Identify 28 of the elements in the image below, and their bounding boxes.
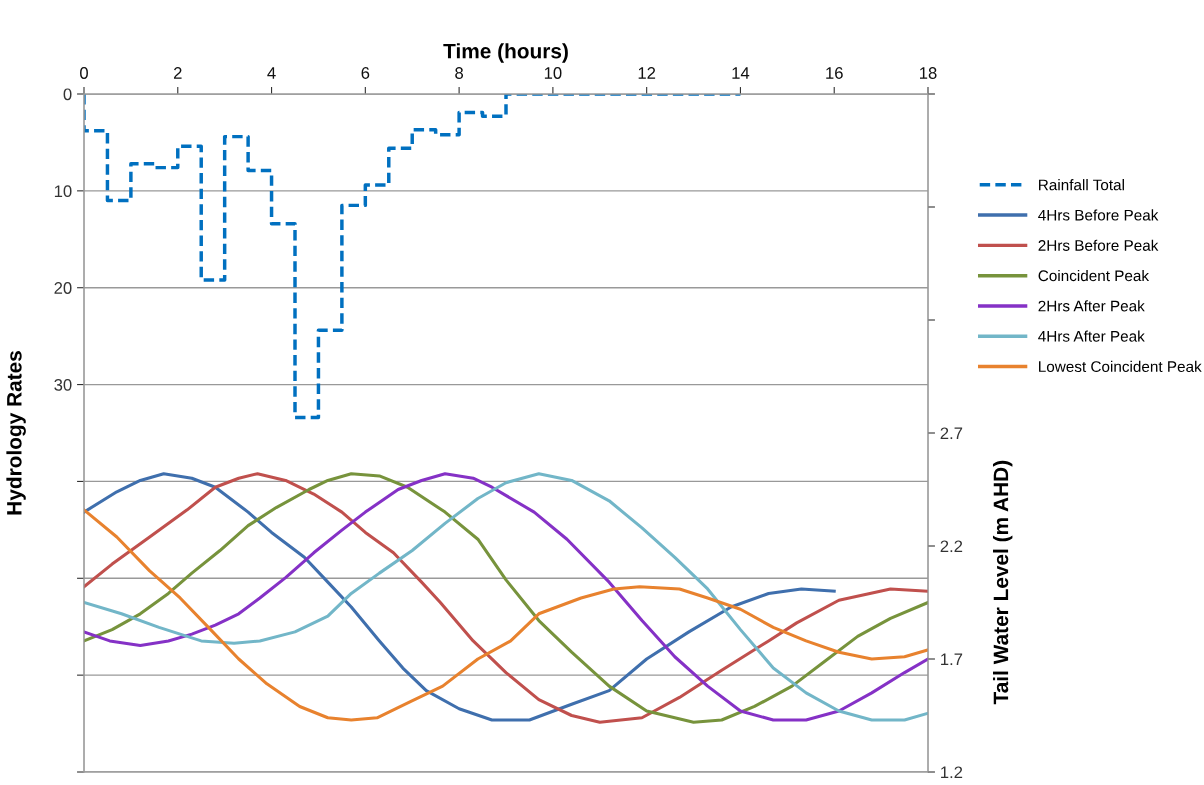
y-tick-label: 0 xyxy=(63,88,72,101)
legend-label: 2Hrs After Peak xyxy=(1038,300,1145,312)
y-tick-label: 30 xyxy=(54,378,72,391)
x-tick-label: 10 xyxy=(544,67,562,79)
y-tick-label: 20 xyxy=(54,282,72,294)
x-tick-label: 6 xyxy=(361,67,370,79)
y-tick-label: 10 xyxy=(54,185,72,198)
y-axis-title: Hydrology Rates xyxy=(6,351,26,515)
legend-label: Lowest Coincident Peak xyxy=(1039,360,1202,373)
y2-axis-title: Tail Water Level (m AHD) xyxy=(992,460,1013,705)
legend-label: Coincident Peak xyxy=(1038,269,1150,282)
x-tick-label: 0 xyxy=(80,67,88,79)
x-tick-label: 12 xyxy=(638,67,656,79)
legend-label: Rainfall Total xyxy=(1039,179,1124,191)
y2-tick-label: 2.7 xyxy=(940,427,963,440)
y2-tick-label: 1.7 xyxy=(941,653,963,666)
legend-label: 4Hrs Before Peak xyxy=(1038,209,1159,221)
x-tick-label: 8 xyxy=(455,67,464,79)
x-tick-label: 14 xyxy=(732,67,750,79)
x-tick-label: 2 xyxy=(173,67,182,79)
x-tick-label: 4 xyxy=(267,67,276,79)
legend-label: 4Hrs After Peak xyxy=(1038,330,1145,342)
x-tick-label: 18 xyxy=(920,67,937,79)
x-axis-title: Time (hours) xyxy=(443,43,568,63)
x-tick-label: 16 xyxy=(826,67,843,79)
y2-tick-label: 2.2 xyxy=(940,540,963,553)
y2-tick-label: 1.2 xyxy=(941,766,963,779)
legend-label: 2Hrs Before Peak xyxy=(1038,239,1159,251)
